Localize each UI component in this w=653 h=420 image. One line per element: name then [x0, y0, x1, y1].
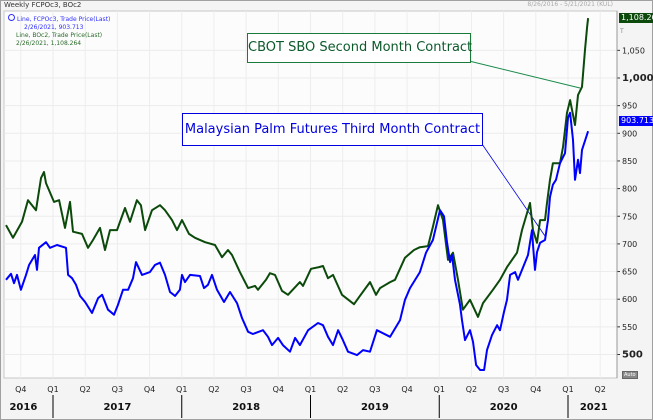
y-tick-label: 600	[622, 295, 637, 304]
y-tick-label: 750	[622, 212, 637, 221]
x-quarter-label: Q4	[401, 385, 412, 394]
x-year-label: 2018	[232, 402, 260, 413]
y-tick-label: 950	[622, 102, 637, 111]
y-tick-label: 900	[622, 129, 637, 138]
x-quarter-label: Q3	[112, 385, 123, 394]
x-quarter-label: Q4	[144, 385, 155, 394]
auto-scale-button[interactable]: Auto	[622, 371, 638, 379]
x-quarter-label: Q1	[305, 385, 316, 394]
annotation-cbot-sbo[interactable]: CBOT SBO Second Month Contract	[247, 33, 472, 63]
x-year-label: 2017	[103, 402, 131, 413]
legend[interactable]: Line, FCPOc3, Trade Price(Last) 2/26/202…	[8, 14, 111, 48]
y-tick-label: 700	[622, 240, 637, 249]
x-quarter-label: Q4	[15, 385, 26, 394]
x-year-label: 2021	[580, 402, 608, 413]
y-tick-label: 800	[622, 185, 637, 194]
x-quarter-label: Q2	[337, 385, 348, 394]
x-year-label: 2020	[490, 402, 518, 413]
x-quarter-label: Q3	[240, 385, 251, 394]
legend-blue-value: 2/26/2021, 903.713	[24, 24, 84, 31]
x-quarter-label: Q1	[434, 385, 445, 394]
annotation-malaysian-palm[interactable]: Malaysian Palm Futures Third Month Contr…	[182, 113, 483, 146]
y-tick-label: 550	[622, 323, 637, 332]
y-tick-label: 500	[622, 350, 643, 361]
series-line-boc2	[5, 17, 590, 318]
legend-blue-label: Line, FCPOc3, Trade Price(Last)	[17, 16, 111, 23]
x-quarter-label: Q3	[498, 385, 509, 394]
x-quarter-label: Q1	[176, 385, 187, 394]
x-quarter-label: Q4	[273, 385, 284, 394]
green-last-price-tag: 1,108.264	[619, 13, 653, 23]
blue-last-price-tag: 903.713	[619, 116, 653, 126]
x-quarter-label: Q2	[79, 385, 90, 394]
x-quarter-label: Q4	[530, 385, 541, 394]
x-quarter-label: Q1	[47, 385, 58, 394]
x-quarter-label: Q2	[594, 385, 605, 394]
y-tick-label: 1,050	[622, 46, 645, 55]
x-year-label: 2019	[361, 402, 389, 413]
y-tick-label: 650	[622, 268, 637, 277]
y-tick-label: 850	[622, 157, 637, 166]
legend-green-value: 2/26/2021, 1,108.264	[16, 40, 82, 47]
t-marker: T	[620, 28, 624, 35]
legend-radio-icon[interactable]	[8, 14, 15, 21]
legend-green-label: Line, BOc2, Trade Price(Last)	[16, 32, 103, 39]
blue-annotation-leader	[481, 143, 546, 237]
chart-title: Weekly FCPOc3, BOc2	[4, 1, 82, 9]
y-tick-label: 1,000	[622, 73, 653, 84]
date-range-label[interactable]: 8/26/2016 - 5/21/2021 (KUL)	[527, 1, 613, 8]
x-quarter-label: Q1	[562, 385, 573, 394]
x-year-label: 2016	[9, 402, 37, 413]
x-quarter-label: Q3	[369, 385, 380, 394]
x-quarter-label: Q2	[466, 385, 477, 394]
x-quarter-label: Q2	[208, 385, 219, 394]
green-annotation-leader	[468, 60, 581, 89]
series-line-fcpoc3	[5, 111, 590, 371]
